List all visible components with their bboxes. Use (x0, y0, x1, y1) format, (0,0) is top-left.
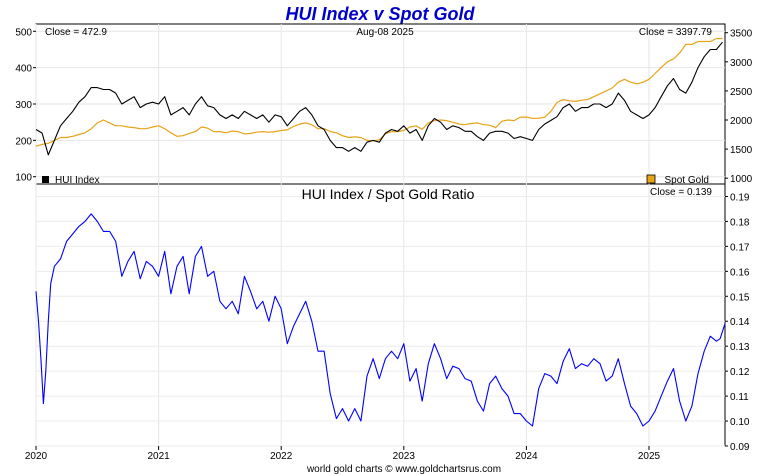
left-tick-label-400: 400 (15, 64, 32, 75)
legend-swatch-gold (646, 174, 656, 184)
right-top-tick-label-3500: 3500 (730, 29, 753, 40)
x-tick-label-2025: 2025 (638, 451, 661, 462)
bottom-panel-series (35, 213, 726, 427)
x-tick-label-2022: 2022 (270, 451, 293, 462)
series-line-hui-index (35, 41, 723, 156)
left-axis-ticks: 100 200 300 400 500 (15, 27, 36, 184)
right-bottom-tick-label-0.16: 0.16 (730, 267, 750, 278)
left-tick-label-300: 300 (15, 100, 32, 111)
right-bottom-tick-label-0.14: 0.14 (730, 317, 750, 328)
right-axis-ticks-top: 1000 1500 2000 2500 3000 3500 (725, 29, 753, 185)
right-top-tick-label-1500: 1500 (730, 145, 753, 156)
x-tick-label-2020: 2020 (25, 451, 48, 462)
bottom-panel-frame (35, 183, 726, 447)
footer-credit: world gold charts © www.goldchartsrus.co… (306, 464, 501, 475)
ratio-title: HUI Index / Spot Gold Ratio (302, 186, 475, 202)
x-tick-label-2023: 2023 (393, 451, 416, 462)
x-axis-ticks: 2020 2021 2022 2023 2024 2025 (25, 446, 661, 462)
ratio-close-annotation: Close = 0.139 (650, 187, 712, 198)
right-bottom-tick-label-0.10: 0.10 (730, 417, 750, 428)
date-annotation: Aug-08 2025 (356, 27, 414, 38)
right-bottom-tick-label-0.17: 0.17 (730, 242, 750, 253)
series-line-ratio (35, 213, 726, 427)
right-bottom-tick-label-0.11: 0.11 (730, 392, 749, 403)
close-left-annotation: Close = 472.9 (45, 27, 107, 38)
legend-swatch-hui (42, 176, 49, 183)
chart-title: HUI Index v Spot Gold (285, 4, 475, 24)
x-tick-label-2021: 2021 (147, 451, 170, 462)
right-bottom-tick-label-0.19: 0.19 (730, 192, 750, 203)
left-tick-label-200: 200 (15, 136, 32, 147)
right-bottom-tick-label-0.18: 0.18 (730, 217, 750, 228)
right-bottom-tick-label-0.12: 0.12 (730, 367, 750, 378)
left-tick-label-100: 100 (15, 173, 32, 184)
right-axis-ticks-bottom: 0.09 0.10 0.11 0.12 0.13 0.14 0.15 0.16 0.17 0.18… (725, 192, 750, 453)
left-tick-label-500: 500 (15, 27, 32, 38)
x-tick-label-2024: 2024 (515, 451, 538, 462)
series-line-spot-gold (35, 37, 723, 147)
right-top-tick-label-2500: 2500 (730, 87, 753, 98)
top-panel-grid (35, 24, 725, 184)
legend-label-hui: HUI Index (55, 175, 99, 186)
close-right-annotation: Close = 3397.79 (639, 27, 713, 38)
right-top-tick-label-1000: 1000 (730, 174, 753, 185)
top-panel-series (35, 37, 723, 156)
right-bottom-tick-label-0.15: 0.15 (730, 292, 750, 303)
right-bottom-tick-label-0.13: 0.13 (730, 342, 750, 353)
right-bottom-tick-label-0.09: 0.09 (730, 442, 750, 453)
legend-label-gold: Spot Gold (665, 175, 709, 186)
right-top-tick-label-2000: 2000 (730, 116, 753, 127)
right-top-tick-label-3000: 3000 (730, 58, 753, 69)
bottom-panel-grid (35, 184, 725, 447)
